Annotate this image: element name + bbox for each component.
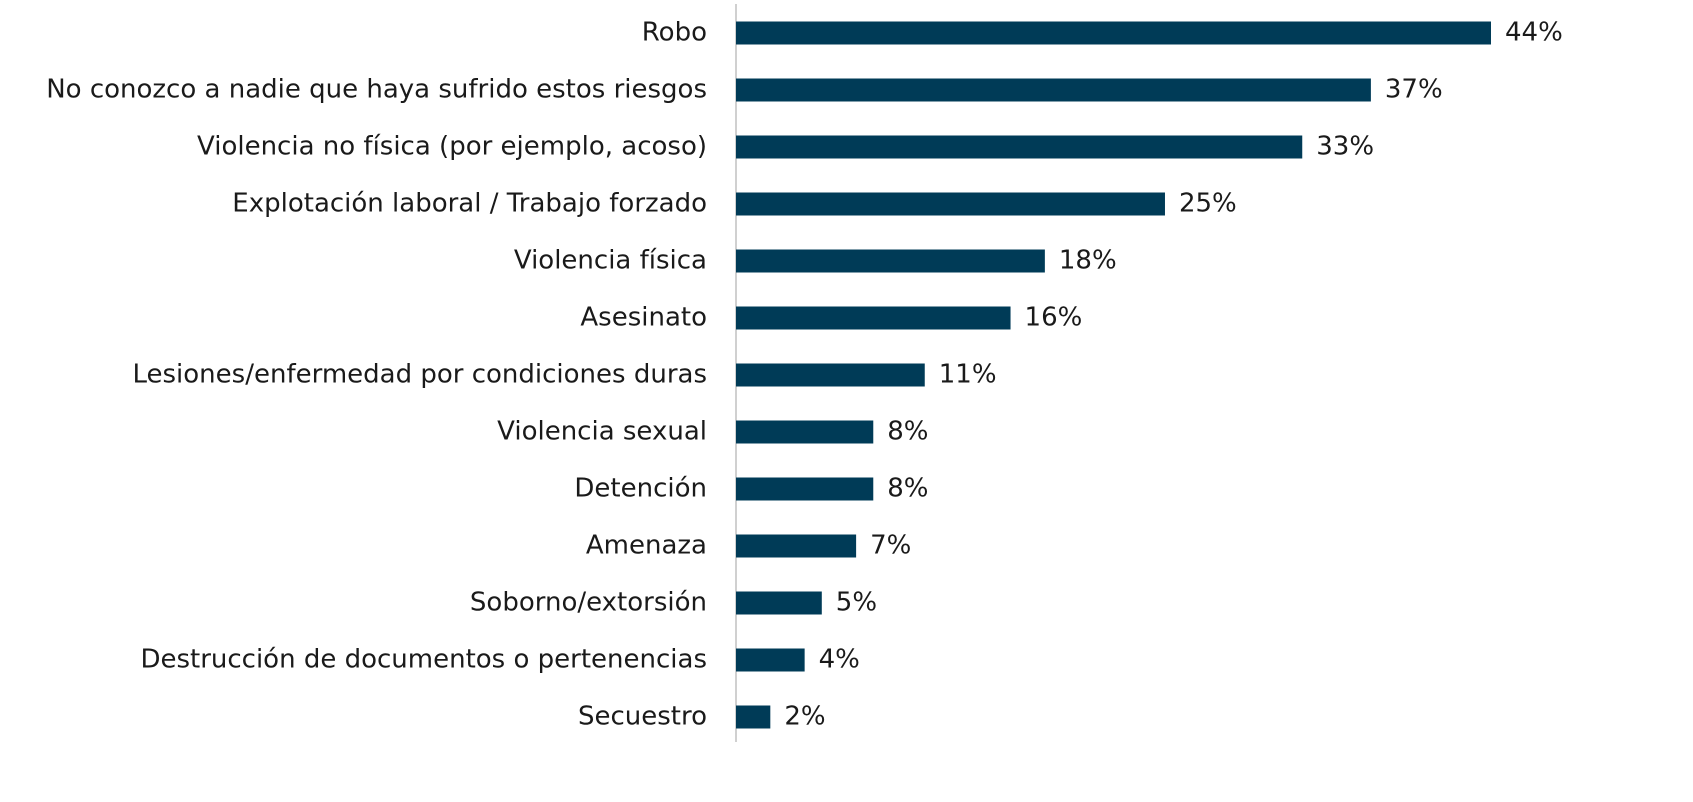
value-label: 25% [1179,189,1237,219]
value-label: 4% [819,645,860,675]
value-label: 2% [784,702,825,732]
value-label: 44% [1505,18,1563,48]
value-label: 16% [1025,303,1083,333]
bar [736,363,925,387]
bar [736,306,1011,330]
category-label: Robo [642,18,707,48]
category-label: Asesinato [580,303,707,333]
value-label: 8% [887,474,928,504]
category-label: Detención [574,474,707,504]
category-label: Violencia física [514,246,707,276]
bar [736,135,1303,159]
bar [736,420,874,444]
category-label: Violencia no física (por ejemplo, acoso) [197,132,707,162]
category-label: Violencia sexual [497,417,707,447]
bar [736,192,1165,216]
value-label: 37% [1385,75,1443,105]
category-label: Amenaza [586,531,707,561]
category-label: Explotación laboral / Trabajo forzado [232,189,707,219]
bar [736,648,805,672]
bar [736,534,857,558]
category-label: Soborno/extorsión [470,588,707,618]
bar [736,249,1045,273]
category-label: Destrucción de documentos o pertenencias [140,645,707,675]
category-label: Lesiones/enfermedad por condiciones dura… [132,360,707,390]
value-label: 18% [1059,246,1117,276]
bar [736,78,1371,102]
value-label: 11% [939,360,997,390]
value-label: 8% [887,417,928,447]
bar [736,591,822,615]
bar [736,705,771,729]
value-label: 7% [870,531,911,561]
category-label: No conozco a nadie que haya sufrido esto… [46,75,707,105]
value-label: 33% [1316,132,1374,162]
value-label: 5% [836,588,877,618]
bar [736,21,1491,45]
category-label: Secuestro [578,702,707,732]
bar [736,477,874,501]
